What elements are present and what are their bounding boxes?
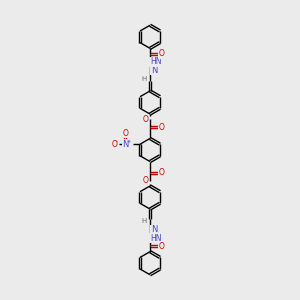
Text: O: O xyxy=(159,123,164,132)
Text: HN: HN xyxy=(150,233,161,242)
Text: O: O xyxy=(143,115,148,124)
Text: N: N xyxy=(151,225,157,234)
Text: O: O xyxy=(159,242,164,250)
Text: H: H xyxy=(142,76,147,82)
Text: O: O xyxy=(159,50,164,58)
Text: N: N xyxy=(122,140,129,149)
Text: +: + xyxy=(127,139,131,144)
Text: H: H xyxy=(142,218,147,224)
Text: O: O xyxy=(143,176,148,185)
Text: O: O xyxy=(112,140,118,149)
Text: HN: HN xyxy=(150,57,161,66)
Text: -: - xyxy=(116,139,118,144)
Text: N: N xyxy=(151,66,157,75)
Text: O: O xyxy=(122,129,128,138)
Text: O: O xyxy=(159,168,164,177)
